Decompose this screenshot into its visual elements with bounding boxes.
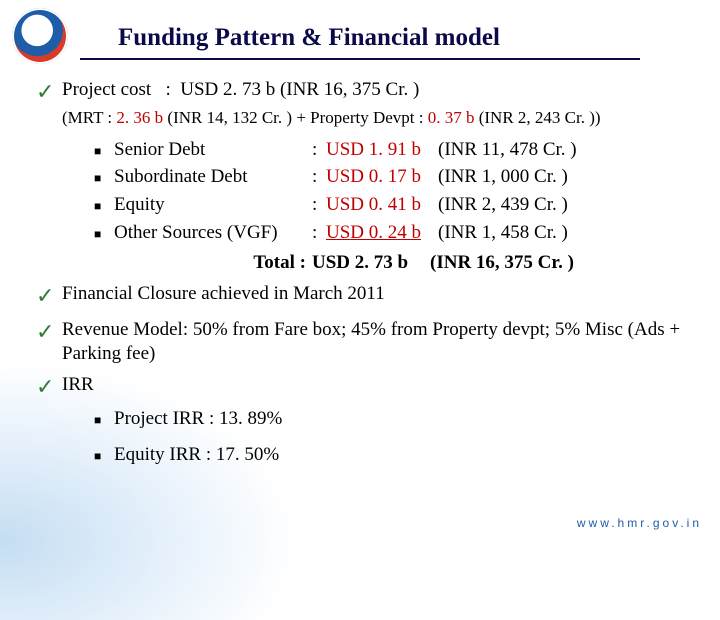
square-bullet-icon: ■ [94, 443, 114, 464]
project-cost-label: Project cost [62, 79, 151, 100]
funding-inr: (INR 11, 478 Cr. ) [438, 138, 696, 162]
funding-usd: USD 0. 24 b [326, 221, 438, 245]
project-cost-inr: (INR 16, 375 Cr. ) [280, 79, 419, 100]
square-bullet-icon: ■ [94, 138, 114, 159]
funding-inr: (INR 2, 439 Cr. ) [438, 193, 696, 217]
total-label: Total : [94, 251, 312, 275]
footer-url: www.hmr.gov.in [577, 516, 702, 530]
check-icon: ✓ [36, 282, 62, 310]
square-bullet-icon: ■ [94, 193, 114, 214]
square-bullet-icon: ■ [94, 407, 114, 428]
revenue-text: Revenue Model: 50% from Fare box; 45% fr… [62, 318, 696, 366]
funding-inr: (INR 1, 458 Cr. ) [438, 221, 696, 245]
check-icon: ✓ [36, 318, 62, 346]
funding-usd: USD 1. 91 b [326, 138, 438, 162]
funding-table: ■ Senior Debt : USD 1. 91 b (INR 11, 478… [94, 138, 696, 245]
colon: : [312, 138, 326, 162]
funding-row: ■ Subordinate Debt : USD 0. 17 b (INR 1,… [94, 165, 696, 189]
title-underline [80, 58, 640, 60]
bullet-project-cost: ✓ Project cost : USD 2. 73 b (INR 16, 37… [36, 78, 696, 106]
irr-item: Project IRR : 13. 89% [114, 407, 282, 431]
prop-value: 0. 37 b [428, 108, 475, 127]
funding-label: Equity [114, 193, 312, 217]
funding-label: Subordinate Debt [114, 165, 312, 189]
irr-list: ■ Project IRR : 13. 89% ■ Equity IRR : 1… [94, 407, 696, 467]
project-cost-text: Project cost : USD 2. 73 b (INR 16, 375 … [62, 78, 696, 102]
irr-row: ■ Equity IRR : 17. 50% [94, 443, 696, 467]
irr-item: Equity IRR : 17. 50% [114, 443, 279, 467]
total-inr: (INR 16, 375 Cr. ) [430, 251, 696, 275]
bullet-closure: ✓ Financial Closure achieved in March 20… [36, 282, 696, 310]
slide-title: Funding Pattern & Financial model [118, 24, 500, 52]
square-bullet-icon: ■ [94, 221, 114, 242]
total-usd: USD 2. 73 b [312, 251, 430, 275]
slide-content: ✓ Project cost : USD 2. 73 b (INR 16, 37… [36, 78, 696, 478]
prop-inr: (INR 2, 243 Cr. )) [474, 108, 600, 127]
bullet-revenue: ✓ Revenue Model: 50% from Fare box; 45% … [36, 318, 696, 366]
colon: : [312, 193, 326, 217]
irr-row: ■ Project IRR : 13. 89% [94, 407, 696, 431]
funding-usd: USD 0. 17 b [326, 165, 438, 189]
funding-row: ■ Equity : USD 0. 41 b (INR 2, 439 Cr. ) [94, 193, 696, 217]
project-cost-usd: USD 2. 73 b [180, 79, 275, 100]
breakdown-note: (MRT : 2. 36 b (INR 14, 132 Cr. ) + Prop… [62, 108, 696, 128]
colon: : [312, 221, 326, 245]
funding-inr: (INR 1, 000 Cr. ) [438, 165, 696, 189]
irr-label: IRR [62, 373, 696, 397]
check-icon: ✓ [36, 373, 62, 401]
check-icon: ✓ [36, 78, 62, 106]
colon: : [312, 165, 326, 189]
funding-label: Other Sources (VGF) [114, 221, 312, 245]
mrt-value: 2. 36 b [116, 108, 163, 127]
mrt-label: (MRT : [62, 108, 116, 127]
square-bullet-icon: ■ [94, 165, 114, 186]
funding-row: ■ Senior Debt : USD 1. 91 b (INR 11, 478… [94, 138, 696, 162]
funding-usd: USD 0. 41 b [326, 193, 438, 217]
funding-total: Total : USD 2. 73 b (INR 16, 375 Cr. ) [94, 251, 696, 275]
closure-text: Financial Closure achieved in March 2011 [62, 282, 696, 306]
mrt-inr: (INR 14, 132 Cr. ) + Property Devpt : [163, 108, 428, 127]
hmr-logo [12, 8, 68, 64]
bullet-irr: ✓ IRR [36, 373, 696, 401]
funding-label: Senior Debt [114, 138, 312, 162]
funding-row: ■ Other Sources (VGF) : USD 0. 24 b (INR… [94, 221, 696, 245]
